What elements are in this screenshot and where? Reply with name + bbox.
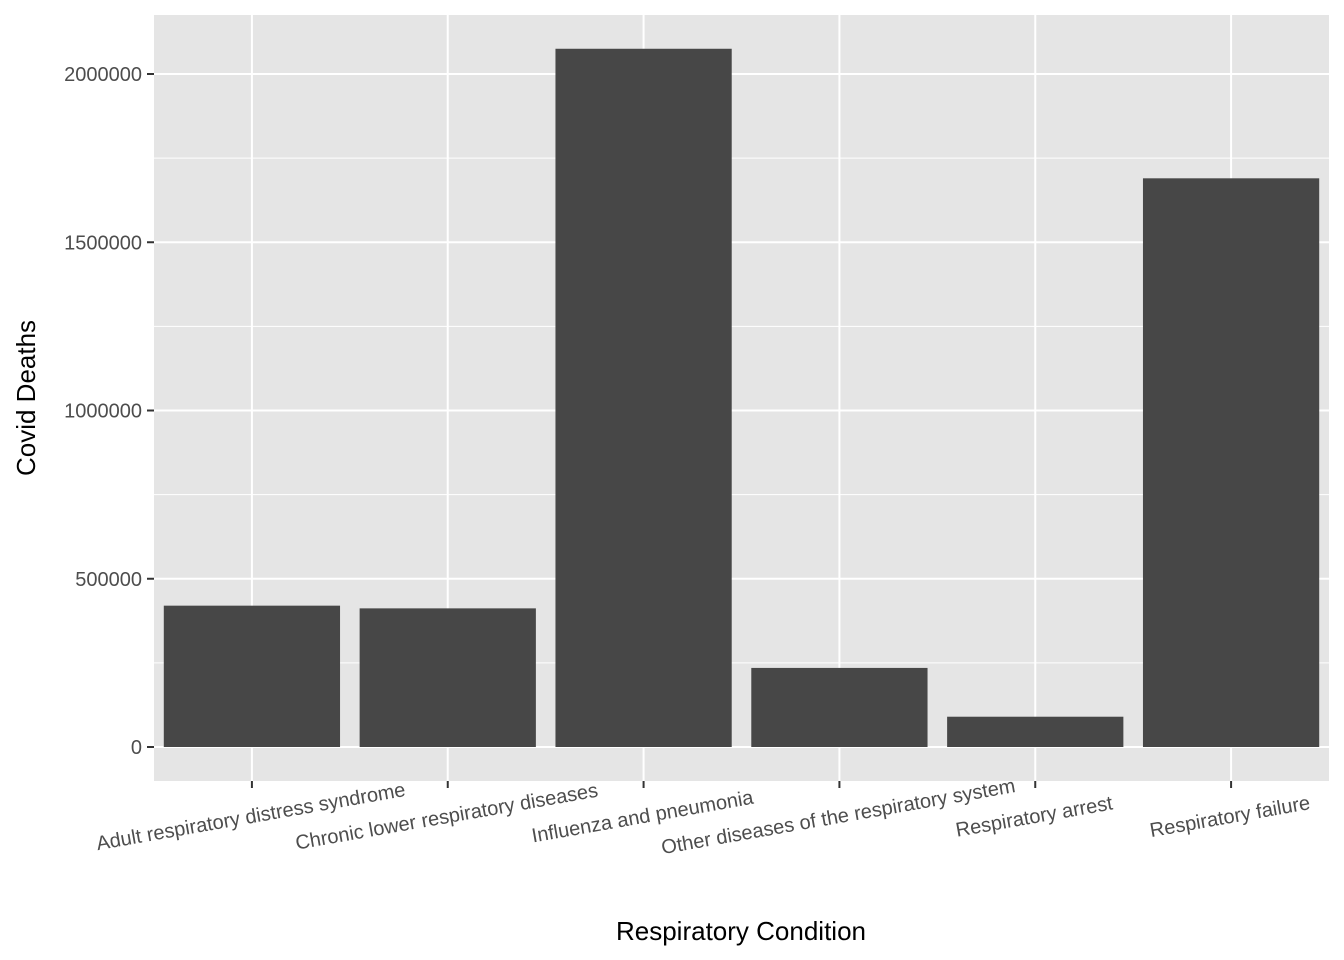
y-tick-label: 500000 [75,569,142,591]
bar [359,608,536,747]
bar [751,667,928,747]
bar [555,48,732,747]
bar [163,605,341,747]
bar [1142,178,1320,747]
x-tick-label: Adult respiratory distress syndrome [95,779,408,855]
y-tick-label: 0 [131,737,142,759]
y-tick-label: 2000000 [64,64,142,86]
y-tick-label: 1500000 [64,232,142,254]
x-axis-title: Respiratory Condition [616,916,866,946]
bar [947,716,1124,747]
y-axis-title: Covid Deaths [11,320,41,476]
plot-panel [154,15,1329,781]
x-axis: Adult respiratory distress syndromeChron… [95,775,1312,859]
y-axis: 0 500000 1000000 1500000 2000000 [64,64,154,759]
bars [163,48,1320,747]
y-tick-label: 1000000 [64,401,142,423]
x-tick-label: Other diseases of the respiratory system [660,775,1017,859]
minor-gridlines [154,157,1329,664]
x-tick-label: Respiratory failure [1148,792,1312,842]
